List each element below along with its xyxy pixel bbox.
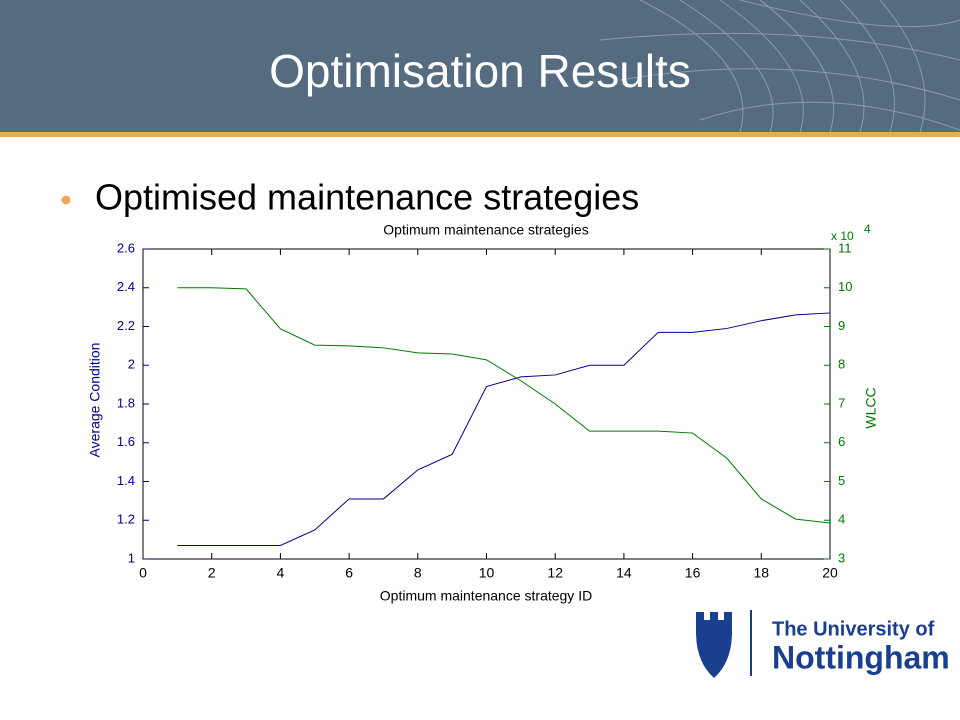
x-tick-label: 10 — [479, 565, 495, 581]
y-tick-label: 2 — [128, 357, 135, 372]
y2-tick-label: 6 — [838, 434, 845, 449]
x-tick-label: 6 — [345, 565, 353, 581]
logo: The University of Nottingham — [696, 610, 950, 678]
y-tick-label: 2.2 — [117, 318, 135, 333]
slide-title: Optimisation Results — [269, 45, 691, 97]
y-axis-label: Average Condition — [87, 343, 103, 458]
data-line — [177, 287, 831, 524]
x-axis-label: Optimum maintenance strategy ID — [380, 588, 592, 604]
header-band — [0, 0, 960, 132]
y2-axis-label: WLCC — [863, 387, 879, 428]
chart-title: Optimum maintenance strategies — [383, 222, 588, 238]
y-tick-label: 1 — [128, 550, 135, 565]
logo-divider — [750, 610, 752, 676]
header-decoration — [599, 0, 960, 133]
y2-tick-label: 10 — [838, 279, 852, 294]
y2-tick-label: 4 — [838, 512, 845, 527]
y-tick-label: 2.4 — [117, 279, 135, 294]
y-tick-label: 1.2 — [117, 512, 135, 527]
data-line — [177, 312, 831, 546]
x-tick-label: 0 — [139, 565, 147, 581]
y-tick-label: 1.8 — [117, 395, 135, 410]
x-tick-label: 20 — [822, 565, 838, 581]
x-tick-label: 12 — [547, 565, 563, 581]
bullet-text: Optimised maintenance strategies — [95, 177, 639, 218]
y2-tick-label: 9 — [838, 318, 845, 333]
x-tick-label: 14 — [616, 565, 632, 581]
y2-tick-label: 3 — [838, 550, 845, 565]
y2-multiplier: x 10 — [831, 229, 854, 243]
x-tick-label: 8 — [414, 565, 422, 581]
x-tick-label: 16 — [685, 565, 701, 581]
bullet-dot — [61, 195, 71, 205]
x-tick-label: 18 — [754, 565, 770, 581]
y2-tick-label: 7 — [838, 395, 845, 410]
x-tick-label: 4 — [277, 565, 285, 581]
logo-crest — [696, 612, 732, 678]
x-tick-label: 2 — [208, 565, 216, 581]
logo-line1: The University of — [772, 618, 935, 640]
y-tick-label: 1.6 — [117, 434, 135, 449]
y-tick-label: 2.6 — [117, 240, 135, 255]
y2-tick-label: 5 — [838, 473, 845, 488]
logo-line2: Nottingham — [772, 639, 950, 675]
y-tick-label: 1.4 — [117, 473, 135, 488]
y2-multiplier: 4 — [864, 222, 871, 236]
y2-tick-label: 11 — [838, 240, 852, 255]
header-rule — [0, 132, 960, 137]
y2-tick-label: 8 — [838, 357, 845, 372]
